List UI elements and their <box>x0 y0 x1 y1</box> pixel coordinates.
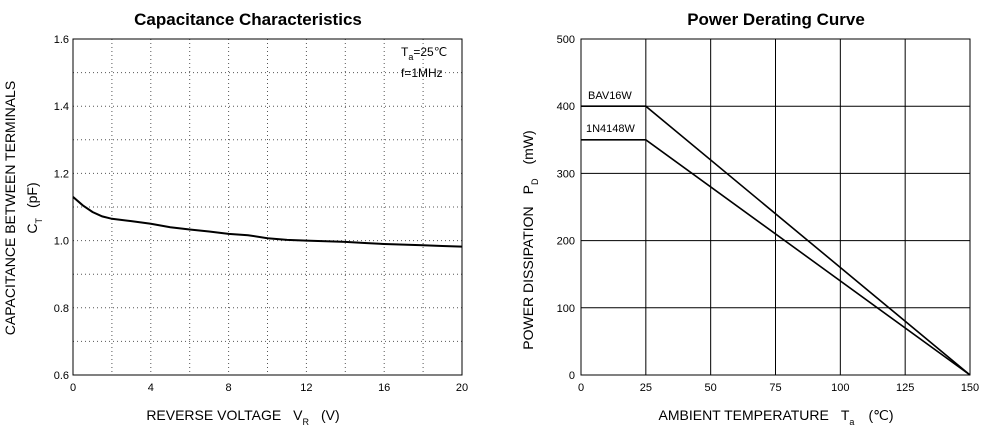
y-tick-label: 1.6 <box>54 34 69 46</box>
x-tick-label: 100 <box>831 382 849 394</box>
series-label-1n4148w: 1N4148W <box>586 123 636 135</box>
capacitance-plot-frame <box>72 38 463 376</box>
power-chart-title: Power Derating Curve <box>687 10 865 29</box>
x-tick-label: 0 <box>578 382 584 394</box>
power-grid <box>581 39 970 375</box>
series-label-bav16w: BAV16W <box>588 90 632 102</box>
capacitance-x-axis-label: REVERSE VOLTAGE VR (V) <box>146 407 339 427</box>
x-tick-label: 12 <box>300 382 312 394</box>
power-y-axis-label: POWER DISSIPATIONPD(mW) <box>520 130 540 349</box>
y-tick-label: 0.8 <box>54 303 69 315</box>
y-tick-label: 0 <box>569 370 575 382</box>
power-x-axis-label: AMBIENT TEMPERATURE Ta (℃) <box>659 407 894 427</box>
y-tick-label: 1.2 <box>54 168 69 180</box>
y-tick-label: 200 <box>557 236 575 248</box>
power-y-ticks: 0 100 200 300 400 500 <box>557 34 575 382</box>
y-tick-label: 0.6 <box>54 370 69 382</box>
capacitance-chart: Capacitance Characteristics 0 4 8 12 16 20 0.… <box>2 10 468 427</box>
y-tick-label: 300 <box>557 168 575 180</box>
x-tick-label: 0 <box>70 382 76 394</box>
y-tick-label: 1.0 <box>54 236 69 248</box>
x-tick-label: 125 <box>896 382 914 394</box>
frequency-condition: f=1MHz <box>401 66 443 80</box>
x-tick-label: 8 <box>226 382 232 394</box>
power-x-ticks: 0 25 50 75 100 125 150 <box>578 382 979 394</box>
capacitance-y-ticks: 0.6 0.8 1.0 1.2 1.4 1.6 <box>54 34 69 382</box>
power-derating-chart: Power Derating Curve 0 25 50 75 100 125 150 0 1… <box>520 10 979 427</box>
capacitance-y-axis-label: CAPACITANCE BETWEEN TERMINALS <box>2 81 18 335</box>
x-tick-label: 25 <box>640 382 652 394</box>
x-tick-label: 75 <box>769 382 781 394</box>
capacitance-grid <box>73 39 462 375</box>
x-tick-label: 16 <box>378 382 390 394</box>
x-tick-label: 20 <box>456 382 468 394</box>
temperature-condition: Ta=25℃ <box>401 45 447 62</box>
capacitance-chart-title: Capacitance Characteristics <box>134 10 362 29</box>
capacitance-x-ticks: 0 4 8 12 16 20 <box>70 382 468 394</box>
series-line-bav16w <box>581 105 971 376</box>
x-tick-label: 50 <box>705 382 717 394</box>
power-plot-frame <box>580 38 971 376</box>
capacitance-y-axis-symbol: CT(pF) <box>24 182 44 233</box>
y-tick-label: 1.4 <box>54 101 69 113</box>
y-tick-label: 100 <box>557 303 575 315</box>
x-tick-label: 4 <box>148 382 154 394</box>
power-series-lines <box>581 105 971 376</box>
y-tick-label: 400 <box>557 101 575 113</box>
x-tick-label: 150 <box>961 382 979 394</box>
capacitance-series-line <box>72 196 463 248</box>
y-tick-label: 500 <box>557 34 575 46</box>
series-line-1n4148w <box>581 139 971 376</box>
